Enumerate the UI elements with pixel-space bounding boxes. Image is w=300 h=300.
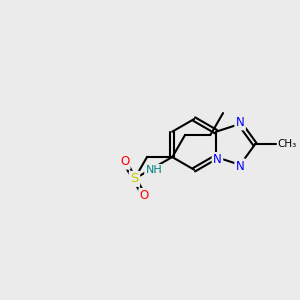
Text: CH₃: CH₃ — [278, 140, 297, 149]
Text: N: N — [236, 160, 244, 173]
Text: O: O — [120, 155, 129, 168]
Text: S: S — [130, 172, 139, 185]
Text: N: N — [236, 116, 244, 129]
Text: O: O — [140, 189, 149, 203]
Text: NH: NH — [146, 165, 162, 176]
Text: N: N — [213, 153, 222, 166]
